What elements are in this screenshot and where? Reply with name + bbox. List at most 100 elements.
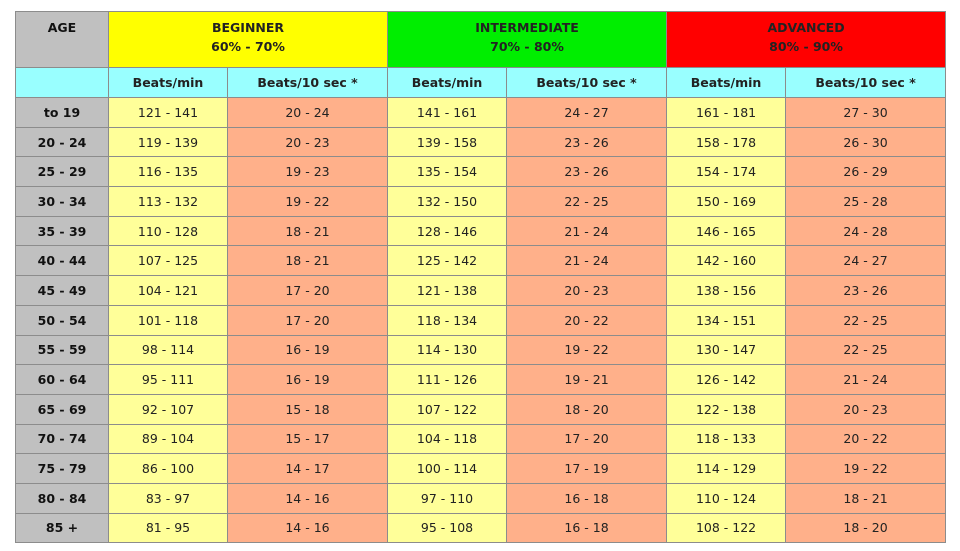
beginner-bpm-header: Beats/min	[108, 67, 228, 98]
table-row: 55 - 59 98 - 114 16 - 19 114 - 130 19 - 22 13…	[15, 334, 947, 366]
advanced-10sec-cell: 27 - 30	[785, 97, 947, 128]
advanced-bpm-cell: 122 - 138	[666, 393, 787, 425]
advanced-10sec-cell: 22 - 25	[785, 304, 947, 336]
advanced-10sec-cell: 24 - 28	[785, 215, 947, 247]
advanced-header: ADVANCED 80% - 90%	[666, 11, 947, 68]
intermediate-10sec-cell: 20 - 23	[506, 275, 668, 306]
intermediate-range: 70% - 80%	[490, 39, 564, 54]
age-cell: 40 - 44	[15, 245, 109, 277]
advanced-10sec-cell: 20 - 23	[785, 393, 947, 425]
table-row: 70 - 74 89 - 104 15 - 17 104 - 118 17 - 20 11…	[15, 423, 947, 455]
beginner-bpm-cell: 113 - 132	[108, 186, 228, 217]
intermediate-10sec-cell: 17 - 20	[506, 423, 668, 455]
advanced-10sec-header: Beats/10 sec *	[785, 67, 947, 98]
table-row: 25 - 29 116 - 135 19 - 23 135 - 154 23 - 26 1…	[15, 156, 947, 188]
advanced-bpm-cell: 110 - 124	[666, 482, 787, 514]
beginner-10sec-cell: 19 - 22	[226, 186, 389, 217]
intermediate-10sec-cell: 19 - 22	[506, 334, 668, 366]
intermediate-bpm-cell: 97 - 110	[387, 482, 508, 514]
age-cell: 65 - 69	[15, 393, 109, 425]
intermediate-bpm-cell: 114 - 130	[387, 334, 508, 366]
intermediate-bpm-cell: 125 - 142	[387, 245, 508, 277]
advanced-bpm-header: Beats/min	[666, 67, 787, 98]
table-row: 85 +81 - 95 14 - 16 95 - 108 16 - 18 108 - 1…	[15, 512, 947, 544]
intermediate-header: INTERMEDIATE 70% - 80%	[387, 11, 668, 68]
beginner-10sec-cell: 17 - 20	[226, 275, 389, 306]
beginner-label: BEGINNER	[211, 20, 285, 35]
advanced-bpm-cell: 114 - 129	[666, 453, 787, 484]
intermediate-bpm-cell: 121 - 138	[387, 275, 508, 306]
advanced-10sec-cell: 23 - 26	[785, 275, 947, 306]
table-row: 80 - 84 83 - 97 14 - 16 97 - 110 16 - 18 110 …	[15, 482, 947, 514]
advanced-bpm-cell: 161 - 181	[666, 97, 787, 128]
beginner-bpm-cell: 98 - 114	[108, 334, 228, 366]
beginner-bpm-cell: 107 - 125	[108, 245, 228, 277]
table-row: 40 - 44 107 - 125 18 - 21 125 - 142 21 - 24 1…	[15, 245, 947, 277]
intermediate-10sec-cell: 21 - 24	[506, 215, 668, 247]
beginner-10sec-cell: 15 - 18	[226, 393, 389, 425]
intermediate-10sec-cell: 20 - 22	[506, 304, 668, 336]
advanced-bpm-cell: 142 - 160	[666, 245, 787, 277]
table-row: 50 - 54 101 - 118 17 - 20 118 - 134 20 - 22 1…	[15, 304, 947, 336]
advanced-bpm-cell: 158 - 178	[666, 126, 787, 158]
beginner-header: BEGINNER 60% - 70%	[107, 11, 389, 68]
table-row: 65 - 69 92 - 107 15 - 18 107 - 122 18 - 20 12…	[15, 393, 947, 425]
beginner-10sec-cell: 19 - 23	[226, 156, 389, 188]
intermediate-bpm-cell: 135 - 154	[387, 156, 508, 188]
beginner-10sec-cell: 15 - 17	[226, 423, 389, 455]
beginner-bpm-cell: 89 - 104	[108, 423, 228, 455]
beginner-10sec-cell: 14 - 16	[226, 512, 389, 544]
intermediate-10sec-cell: 24 - 27	[506, 97, 668, 128]
advanced-10sec-cell: 18 - 20	[785, 512, 947, 544]
advanced-bpm-cell: 150 - 169	[666, 186, 787, 217]
intermediate-bpm-cell: 104 - 118	[387, 423, 508, 455]
age-cell: 20 - 24	[15, 126, 109, 158]
intermediate-10sec-header: Beats/10 sec *	[506, 67, 668, 98]
intermediate-bpm-cell: 128 - 146	[387, 215, 508, 247]
age-cell: to 19	[15, 97, 109, 128]
table-row: 60 - 64 95 - 111 16 - 19 111 - 126 19 - 21 12…	[15, 364, 947, 395]
advanced-10sec-cell: 21 - 24	[785, 364, 947, 395]
advanced-10sec-cell: 26 - 29	[785, 156, 947, 188]
intermediate-bpm-cell: 118 - 134	[387, 304, 508, 336]
intermediate-10sec-cell: 21 - 24	[506, 245, 668, 277]
age-cell: 35 - 39	[15, 215, 109, 247]
advanced-10sec-cell: 22 - 25	[785, 334, 947, 366]
beginner-10sec-cell: 17 - 20	[226, 304, 389, 336]
beginner-bpm-cell: 101 - 118	[108, 304, 228, 336]
unit-header-row: Beats/min Beats/10 sec * Beats/min Beats…	[15, 67, 947, 98]
advanced-bpm-cell: 118 - 133	[666, 423, 787, 455]
heart-rate-table: AGE BEGINNER 60% - 70% INTERMEDIATE 70% …	[15, 11, 947, 544]
intermediate-10sec-cell: 22 - 25	[506, 186, 668, 217]
advanced-range: 80% - 90%	[769, 39, 843, 54]
beginner-bpm-cell: 116 - 135	[108, 156, 228, 188]
intermediate-bpm-cell: 95 - 108	[387, 512, 508, 544]
intermediate-10sec-cell: 17 - 19	[506, 453, 668, 484]
intermediate-10sec-cell: 23 - 26	[506, 126, 668, 158]
beginner-10sec-header: Beats/10 sec *	[226, 67, 389, 98]
intermediate-bpm-cell: 141 - 161	[387, 97, 508, 128]
beginner-bpm-cell: 81 - 95	[108, 512, 228, 544]
table-row: 45 - 49 104 - 121 17 - 20 121 - 138 20 - 23 1…	[15, 275, 947, 306]
advanced-bpm-cell: 154 - 174	[666, 156, 787, 188]
beginner-bpm-cell: 95 - 111	[108, 364, 228, 395]
advanced-bpm-cell: 130 - 147	[666, 334, 787, 366]
advanced-bpm-cell: 138 - 156	[666, 275, 787, 306]
advanced-label: ADVANCED	[767, 20, 845, 35]
beginner-bpm-cell: 110 - 128	[108, 215, 228, 247]
table-row: 75 - 79 86 - 100 14 - 17 100 - 114 17 - 19 11…	[15, 453, 947, 484]
intermediate-10sec-cell: 18 - 20	[506, 393, 668, 425]
beginner-bpm-cell: 104 - 121	[108, 275, 228, 306]
age-cell: 75 - 79	[15, 453, 109, 484]
age-header: AGE	[15, 11, 109, 68]
age-subheader-blank	[15, 67, 109, 98]
beginner-10sec-cell: 14 - 17	[226, 453, 389, 484]
table-row: 20 - 24 119 - 139 20 - 23 139 - 158 23 - 26 1…	[15, 126, 947, 158]
age-cell: 30 - 34	[15, 186, 109, 217]
beginner-10sec-cell: 20 - 23	[226, 126, 389, 158]
age-cell: 80 - 84	[15, 482, 109, 514]
advanced-10sec-cell: 24 - 27	[785, 245, 947, 277]
intermediate-10sec-cell: 19 - 21	[506, 364, 668, 395]
intermediate-label: INTERMEDIATE	[475, 20, 579, 35]
beginner-10sec-cell: 18 - 21	[226, 215, 389, 247]
